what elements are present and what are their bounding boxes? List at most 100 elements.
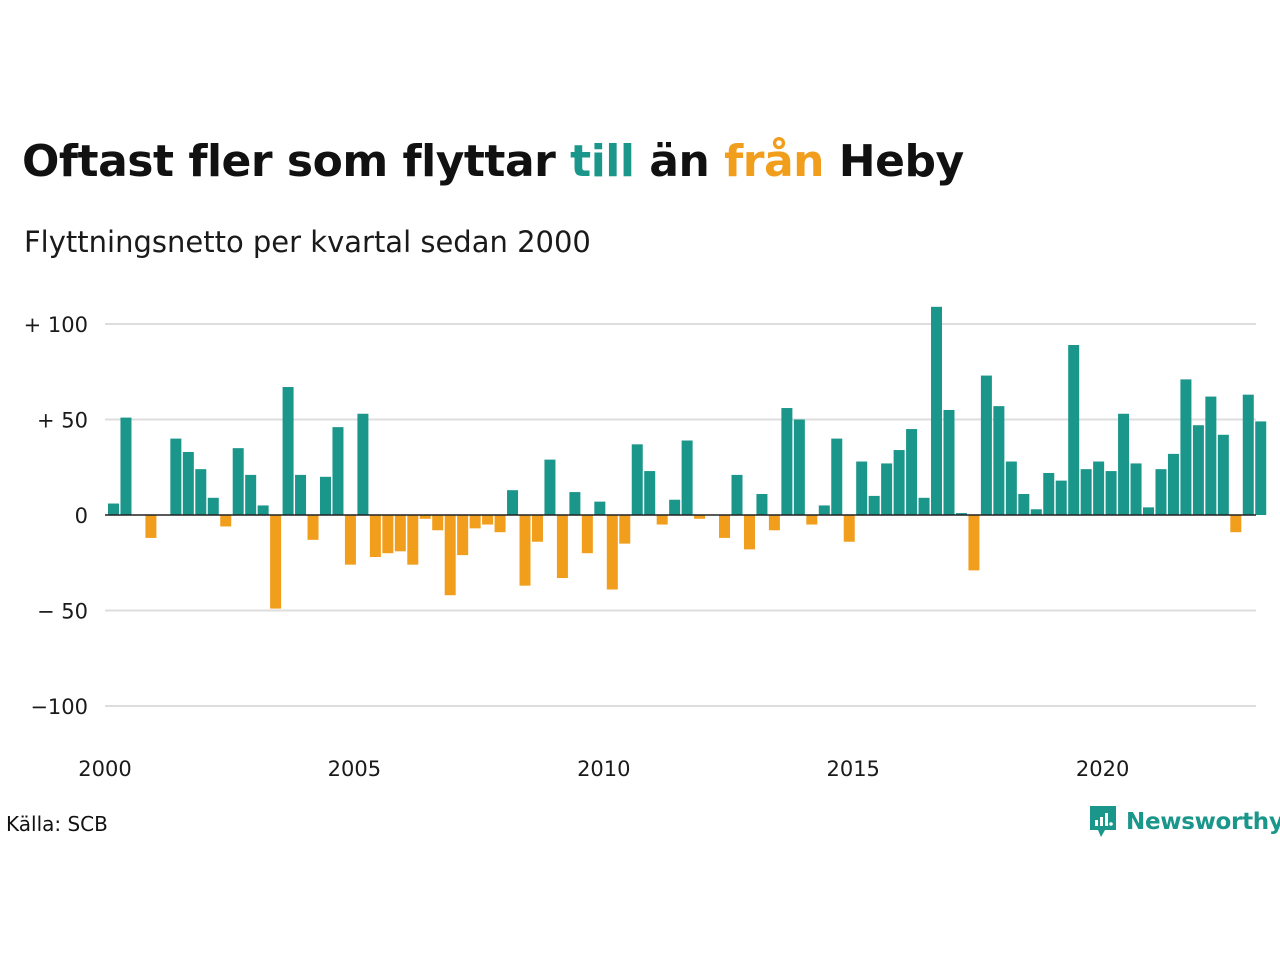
bar: [1205, 396, 1217, 515]
bar: [1130, 463, 1142, 515]
bar: [482, 515, 494, 525]
bar: [1018, 493, 1030, 515]
bar: [943, 409, 955, 515]
x-tick-label: 2005: [328, 757, 381, 781]
bar: [282, 387, 294, 515]
bar: [644, 471, 656, 515]
bar: [220, 515, 232, 527]
bar: [955, 513, 967, 515]
bar: [1180, 379, 1192, 515]
y-tick-label: 0: [75, 504, 88, 528]
bar: [332, 427, 344, 515]
bar: [594, 501, 606, 515]
bar: [931, 306, 943, 515]
bar: [781, 408, 793, 515]
bar: [831, 438, 843, 515]
bar: [1217, 434, 1229, 515]
bar: [806, 515, 818, 525]
bar: [793, 419, 805, 515]
bar: [868, 495, 880, 515]
y-tick-label: − 50: [37, 600, 88, 624]
chart-subtitle: Flyttningsnetto per kvartal sedan 2000: [24, 225, 591, 259]
grid-layer: [105, 323, 1256, 707]
bar: [369, 515, 381, 558]
bar: [419, 515, 431, 519]
bar: [681, 440, 693, 515]
bar: [407, 515, 419, 565]
bar: [232, 448, 244, 515]
bar: [444, 515, 456, 596]
bar: [307, 515, 319, 540]
bar: [1030, 509, 1042, 515]
bar: [581, 515, 593, 554]
title-part3: Heby: [823, 136, 964, 187]
bar: [519, 515, 531, 586]
bar: [1255, 421, 1267, 515]
bar: [494, 515, 506, 533]
bar: [108, 503, 119, 515]
title-part1: Oftast fler som flyttar: [22, 136, 571, 187]
bar: [1080, 469, 1092, 515]
title-fran: från: [724, 136, 824, 187]
bar: [756, 493, 768, 515]
bar: [1192, 425, 1204, 515]
y-axis: + 100 + 50 0 − 50 −100: [24, 313, 88, 719]
title-till: till: [570, 136, 635, 187]
bar: [818, 505, 830, 515]
bar: [531, 515, 543, 542]
bar: [918, 497, 930, 515]
bar: [1055, 480, 1067, 515]
bar: [980, 375, 992, 515]
bar: [1143, 507, 1155, 515]
bar: [257, 505, 269, 515]
bar: [1068, 345, 1080, 515]
bar: [856, 461, 868, 515]
bar: [182, 451, 194, 515]
bar: [619, 515, 631, 544]
x-axis: 2000 2005 2010 2015 2020: [78, 757, 1129, 781]
brand-name: Newsworthy: [1126, 809, 1280, 835]
bar-layer: [108, 306, 1267, 609]
bar: [893, 450, 905, 515]
bar: [170, 438, 182, 515]
bar: [319, 476, 331, 515]
bar: [1005, 461, 1017, 515]
bar: [768, 515, 780, 531]
bar: [382, 515, 394, 554]
bar: [1118, 413, 1130, 515]
bar: [993, 406, 1005, 515]
bar: [1167, 453, 1179, 515]
bar: [270, 515, 282, 609]
bar: [606, 515, 618, 590]
bar: [432, 515, 444, 531]
bar: [344, 515, 356, 565]
y-tick-label: + 50: [37, 409, 88, 433]
x-tick-label: 2000: [78, 757, 131, 781]
bar: [357, 413, 369, 515]
bar: [968, 515, 980, 571]
bar: [719, 515, 731, 538]
bar: [120, 417, 132, 515]
bar: [656, 515, 668, 525]
x-tick-label: 2010: [577, 757, 630, 781]
source-note: Källa: SCB: [6, 812, 108, 836]
bar: [1105, 471, 1117, 515]
newsworthy-logo[interactable]: Newsworthy: [1088, 804, 1280, 840]
bar: [694, 515, 706, 519]
y-tick-label: −100: [30, 695, 88, 719]
bar: [507, 490, 519, 515]
bar: [669, 499, 681, 515]
bar: [394, 515, 406, 552]
bar: [906, 429, 918, 515]
bar: [743, 515, 755, 550]
x-tick-label: 2020: [1076, 757, 1129, 781]
bar: [1155, 469, 1167, 515]
bar: [1093, 461, 1105, 515]
bar: [457, 515, 469, 556]
bar: [195, 469, 207, 515]
title-part2: än: [634, 136, 725, 187]
chart-title: Oftast fler som flyttar till än från Heb…: [22, 134, 964, 190]
bar: [569, 492, 581, 515]
bar: [631, 444, 643, 515]
bar: [731, 474, 743, 515]
